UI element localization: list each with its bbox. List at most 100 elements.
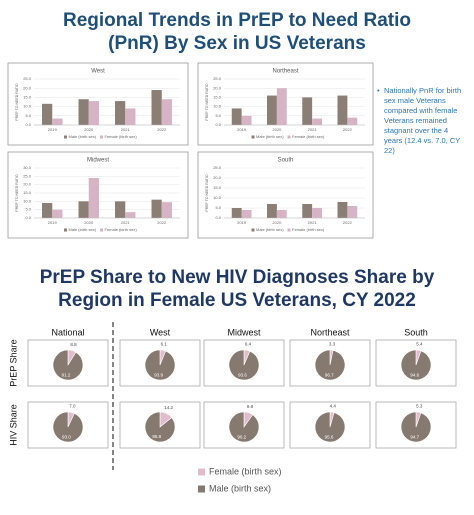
bar [267,204,277,218]
legend-swatch [64,135,67,139]
slide-title: PrEP Share to New HIV Diagnoses Share by… [39,267,435,311]
data-label: 93.0 [62,435,71,440]
pie-slice [228,349,260,381]
x-tick-label: 2021 [308,127,318,132]
data-label: 85.8 [152,434,161,439]
legend-swatch [198,485,205,493]
legend-label: Female (birth sex) [105,227,138,232]
x-tick-label: 2022 [157,127,167,132]
y-tick-label: 25.0 [23,76,32,81]
y-axis-label: PREP TO NEED RATIO [15,174,19,212]
x-tick-label: 2021 [121,220,131,225]
y-tick-label: 20.0 [213,85,222,90]
x-tick-label: 2019 [237,127,247,132]
bar [78,201,89,218]
y-tick-label: 10.0 [213,195,222,200]
pie-slice [314,411,346,443]
data-label: 95.6 [325,435,334,440]
y-tick-label: 25.0 [23,173,32,178]
y-tick-label: 10.0 [23,104,32,109]
bar [347,206,358,218]
bar [267,95,277,125]
bar [125,212,136,218]
legend-swatch [287,135,291,139]
legend-swatch [100,135,103,139]
data-label: 96.7 [325,373,334,378]
x-tick-label: 2019 [237,220,247,225]
panel [197,151,374,239]
data-label: 93.6 [238,373,247,378]
pie-slice [314,349,346,381]
y-tick-label: 10.0 [213,104,222,109]
data-label: 3.3 [329,341,336,346]
data-label: 90.2 [237,434,246,439]
y-tick-label: 0.0 [25,122,31,127]
column-header: Midwest [227,327,261,337]
bar [42,103,53,125]
bar [241,115,252,125]
row-header: PrEP Share [8,339,18,386]
bar [161,99,172,125]
data-label: 6.4 [245,342,252,347]
y-tick-label: 5.0 [215,113,221,118]
bar [161,202,172,218]
legend-label: Male (birth sex) [256,227,284,232]
x-tick-label: 2019 [48,127,58,132]
bar [125,108,136,125]
data-label: 7.0 [69,404,76,409]
column-header: South [404,327,428,337]
y-tick-label: 15.0 [213,185,222,190]
bar [231,108,242,125]
y-tick-label: 0.0 [215,122,221,127]
y-tick-label: 20.0 [213,175,222,180]
legend-label: Male (birth sex) [209,483,271,493]
bar [276,210,287,218]
y-axis-label: PREP TO NEED RATIO [205,83,209,121]
pie-slice [144,411,176,443]
pie-slice [228,411,260,443]
bar [347,117,358,125]
legend-label: Female (birth sex) [209,466,282,476]
data-label: 9.8 [247,404,254,409]
legend-swatch [251,228,255,232]
y-tick-label: 25.0 [213,76,222,81]
pie-slice [400,411,432,443]
y-tick-label: 0.0 [215,215,221,220]
data-label: 91.2 [62,372,71,377]
data-label: 5.4 [416,341,423,346]
bar [52,209,63,218]
y-tick-label: 5.0 [25,113,31,118]
data-label: 6.1 [161,342,168,347]
bar [151,199,162,218]
x-tick-label: 2020 [272,220,282,225]
row-header: HIV Share [8,404,18,446]
data-label: 94.7 [410,435,419,440]
bar [78,99,89,125]
pie-slice [144,349,176,381]
legend-swatch [198,468,205,476]
bar [337,202,348,218]
legend-label: Female (birth sex) [105,134,138,139]
bar [151,90,162,125]
y-tick-label: 25.0 [213,165,222,170]
x-tick-label: 2022 [157,220,167,225]
bar [312,118,322,125]
y-tick-label: 0.0 [25,215,31,220]
y-axis-label: PREP TO NEED RATIO [205,174,209,212]
legend-swatch [100,228,103,232]
column-header: National [51,327,84,337]
bar [115,201,126,218]
x-tick-label: 2020 [84,220,94,225]
y-tick-label: 5.0 [215,205,221,210]
legend-label: Male (birth sex) [69,227,97,232]
y-tick-label: 20.0 [23,182,32,187]
legend-swatch [64,228,67,232]
bar [337,95,348,125]
chart-title: West [91,69,105,75]
column-header: Northeast [310,327,350,337]
data-label: 14.2 [164,405,173,410]
x-tick-label: 2021 [121,127,131,132]
y-axis-label: PREP TO NEED RATIO [15,83,19,121]
